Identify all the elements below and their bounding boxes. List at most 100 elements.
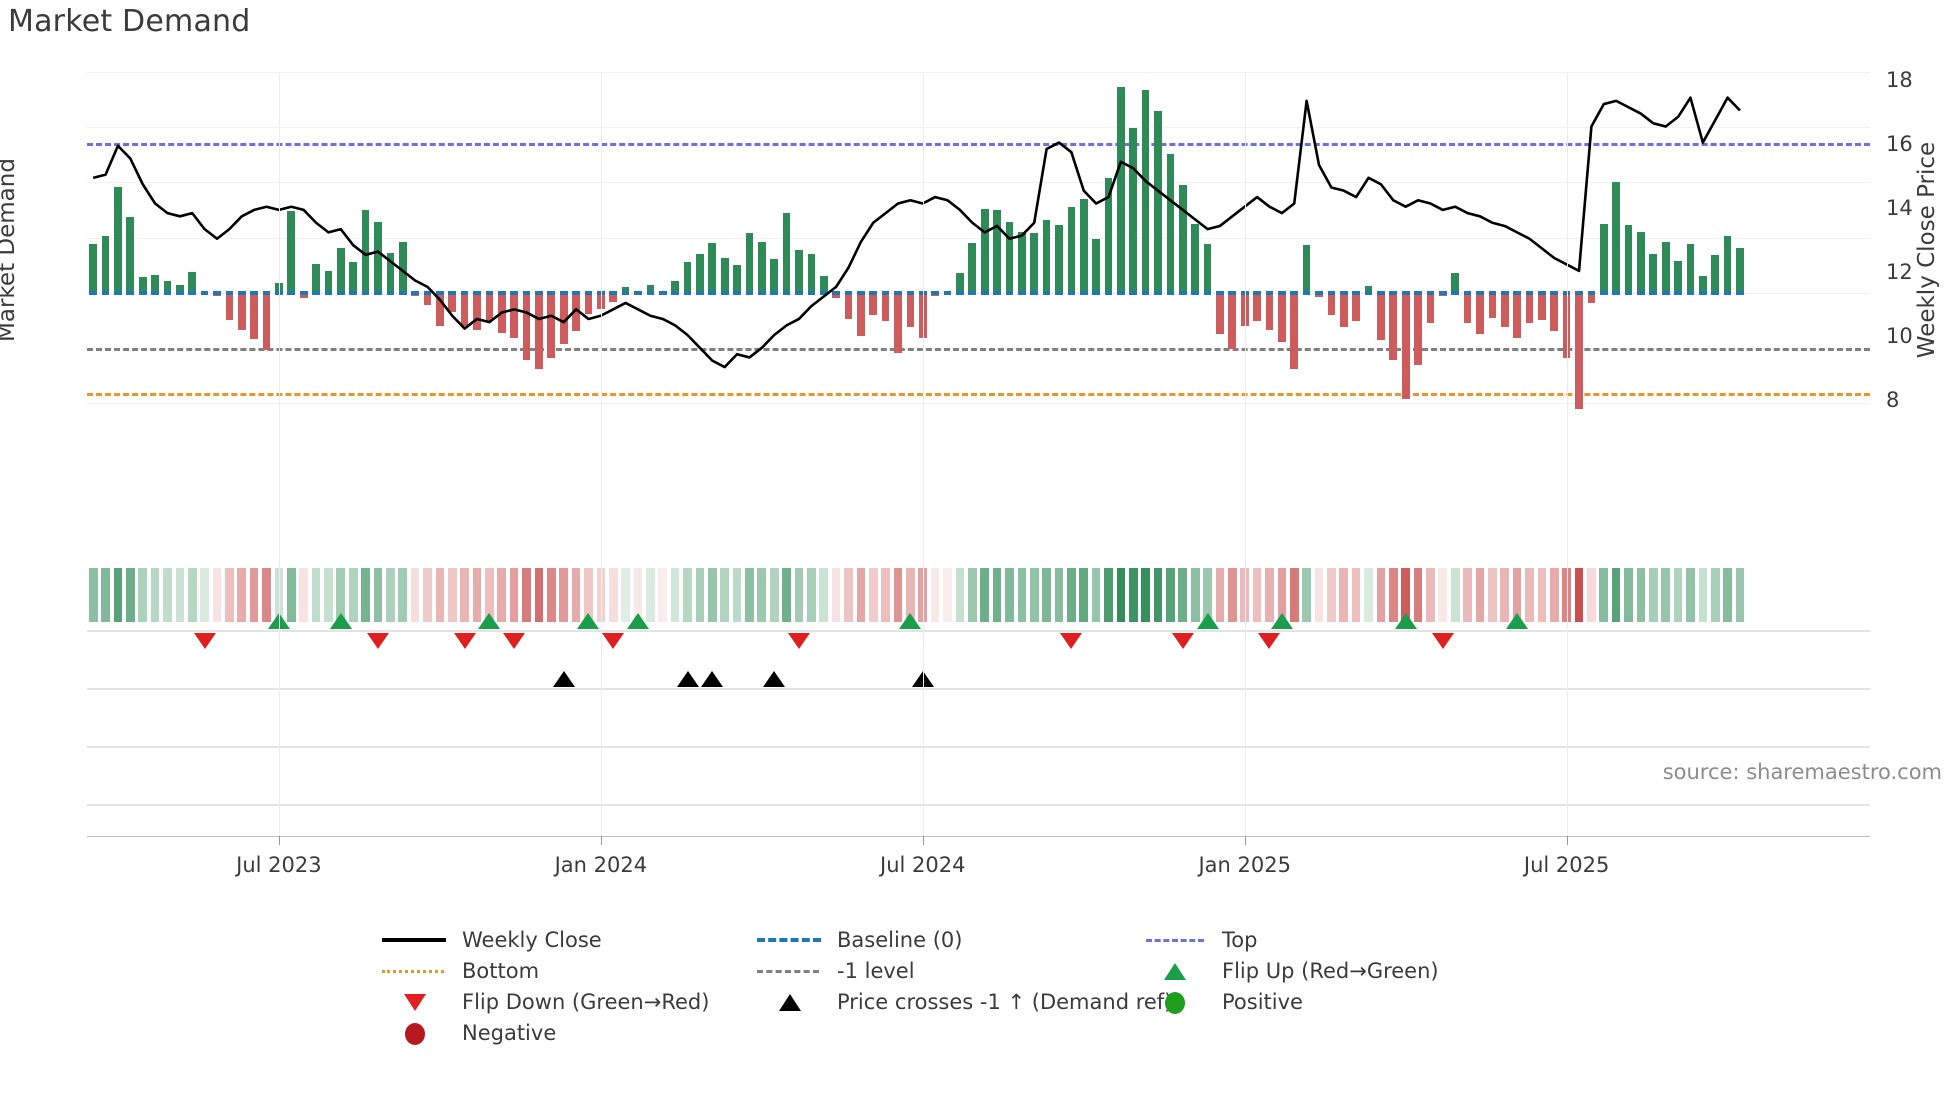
baseline-marker [386,290,395,295]
heatmap-cell [1166,568,1175,622]
demand-bar [844,292,853,320]
heatmap-cell [1351,568,1361,622]
dashed-line-icon [755,929,823,951]
heatmap-cell [1463,568,1472,622]
heatmap-cell [794,568,804,622]
baseline-marker [696,290,704,295]
heatmap-cell [373,568,383,622]
baseline-marker [1030,290,1039,295]
baseline-marker [956,290,964,295]
legend-item[interactable]: Bottom [380,959,539,983]
baseline-marker [807,290,816,295]
heatmap-cell [1525,568,1534,622]
legend-item[interactable]: Flip Up (Red→Green) [1140,959,1439,983]
demand-bar [646,285,655,293]
heatmap-cell [1574,568,1584,622]
x-tick-mark [278,836,280,845]
baseline-marker [336,290,345,295]
legend-item[interactable]: Weekly Close [380,928,602,952]
baseline-marker [1141,290,1150,295]
baseline-marker [597,290,605,295]
flip-up-marker [329,613,352,629]
baseline-marker [1302,290,1311,295]
heatmap-cell [930,568,940,622]
baseline-marker [1401,290,1410,295]
demand-bar [980,208,989,293]
baseline-marker [1228,290,1237,295]
baseline-marker [1686,290,1695,295]
heatmap-cell [1723,568,1732,622]
demand-bar [1711,255,1720,293]
heatmap-cell [1388,568,1398,622]
baseline-marker [151,290,159,295]
baseline-marker [1414,290,1422,295]
baseline-marker [188,290,197,295]
y-tick-label-right: 14 [1886,195,1913,220]
flip-down-marker [193,633,216,649]
demand-bar [1624,225,1633,293]
legend-item[interactable]: Baseline (0) [755,928,962,952]
demand-bar [720,258,729,293]
heatmap-cell [1116,568,1126,622]
heatmap-cell [893,568,903,622]
heatmap-cell [1562,568,1571,622]
baseline-marker [720,290,729,295]
triangle-up-icon-glyph [1164,963,1186,980]
demand-bar [1055,225,1063,293]
heatmap-cell [435,568,445,622]
baseline-marker [1674,290,1682,295]
legend-item[interactable]: -1 level [755,959,915,983]
heatmap-cell [386,568,395,622]
legend-item[interactable]: Flip Down (Green→Red) [380,990,709,1014]
heatmap-cell [88,568,98,622]
line-bottom [87,393,1870,397]
heatmap-cell [1178,568,1188,622]
heatmap-cell [695,568,705,622]
heatmap-cell [1686,568,1695,622]
baseline-marker [1451,290,1460,295]
demand-bar [745,233,754,293]
demand-bar [559,292,568,344]
marker-row-line [87,746,1870,748]
heatmap-cell [1029,568,1039,622]
heatmap-cell [299,568,308,622]
baseline-marker [1637,290,1645,295]
gridline [87,237,1870,239]
flip-down-marker [1171,633,1194,649]
baseline-marker [869,290,878,295]
demand-bar [1377,292,1385,340]
heatmap-cell [980,568,989,622]
demand-heatmap-strip [87,568,1870,622]
heatmap-cell [497,568,507,622]
demand-bar [349,262,358,293]
baseline-marker [621,290,630,295]
heatmap-cell [1611,568,1621,622]
baseline-marker [101,290,110,295]
demand-bar [1240,292,1249,326]
legend-item[interactable]: Price crosses -1 ↑ (Demand ref) [755,990,1172,1014]
heatmap-cell [1067,568,1076,622]
heatmap-cell [1252,568,1262,622]
flip-up-marker [1270,613,1293,629]
demand-bar [1302,245,1311,293]
heatmap-cell [1302,568,1311,622]
demand-bar [1389,292,1398,361]
legend-item[interactable]: Top [1140,928,1257,952]
demand-bar [1216,292,1224,335]
baseline-marker [1216,290,1224,295]
legend-item[interactable]: Positive [1140,990,1303,1014]
baseline-marker [1488,290,1497,295]
demand-bar [1228,292,1237,350]
circle-icon-glyph [405,1023,425,1045]
heatmap-cell [212,568,222,622]
heatmap-cell [918,568,928,622]
demand-bar [956,272,964,293]
demand-bar [894,292,902,354]
baseline-marker [832,290,840,295]
source-note: source: sharemaestro.com [1662,760,1942,784]
legend-item[interactable]: Negative [380,1021,556,1045]
flip-down-marker [1060,633,1083,649]
triangle-down-icon [380,991,448,1013]
baseline-marker [1513,290,1521,295]
legend-label: Bottom [462,959,540,983]
